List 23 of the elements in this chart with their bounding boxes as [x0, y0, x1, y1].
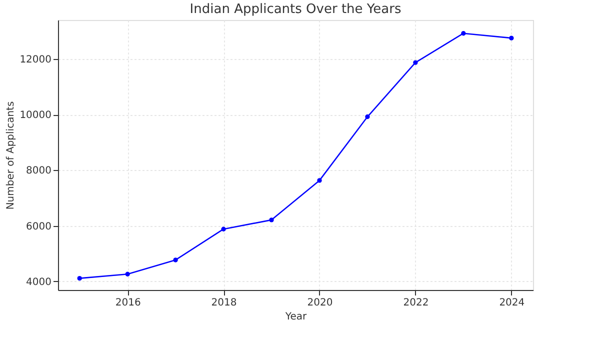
y-tick-label: 8000 [26, 166, 52, 177]
x-tick-label: 2024 [499, 298, 525, 308]
point [173, 258, 178, 262]
y-tick-label: 12000 [20, 54, 52, 66]
point [221, 226, 226, 232]
point [317, 178, 322, 183]
point [461, 31, 466, 36]
point [77, 276, 82, 281]
chart-title: Indian Applicants Over the Years [190, 2, 402, 17]
x-tick-label: 2022 [403, 298, 429, 308]
point [365, 114, 370, 120]
y-tick-label: 10000 [20, 110, 52, 122]
x-tick-label: 2018 [211, 298, 237, 308]
point [125, 272, 130, 276]
y-axis-title: Number of Applicants [6, 101, 17, 210]
point [269, 218, 274, 222]
y-tick-label: 4000 [26, 276, 52, 288]
y-tick-label: 6000 [26, 221, 52, 232]
x-axis-title: Year [284, 312, 308, 322]
point [509, 36, 514, 40]
point [413, 60, 418, 65]
x-tick-label: 2020 [307, 298, 333, 308]
x-tick-label: 2016 [115, 298, 141, 308]
